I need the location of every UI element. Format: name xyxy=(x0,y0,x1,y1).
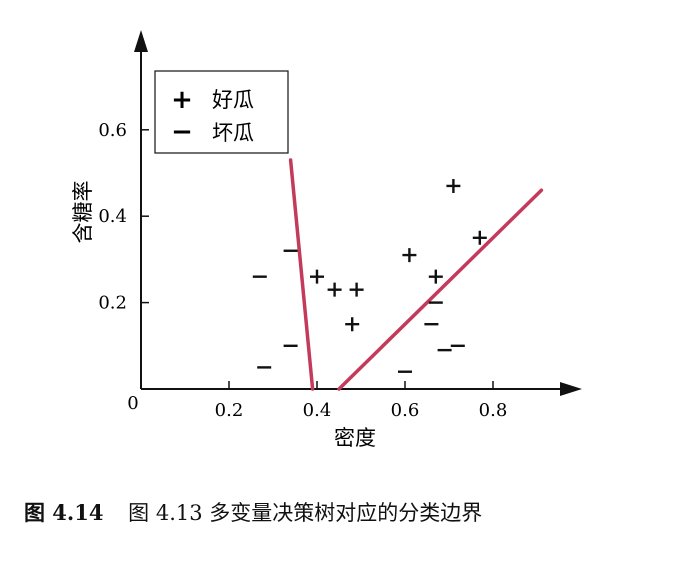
point-good xyxy=(349,282,364,297)
y-tick-label: 0.2 xyxy=(98,293,127,314)
axes: 0.2 0.4 0.6 0.8 0.2 0.4 0.6 0 密度 含糖率 xyxy=(71,30,582,450)
point-good xyxy=(310,269,324,284)
y-tick-label: 0.6 xyxy=(98,120,127,141)
figure-caption: 图 4.14 图 4.13 多变量决策树对应的分类边界 xyxy=(24,497,664,527)
point-good xyxy=(446,178,461,193)
data-points xyxy=(252,178,487,373)
x-tick-label: 0.6 xyxy=(391,400,420,421)
boundary-line-1 xyxy=(288,158,315,391)
point-good xyxy=(402,248,417,263)
legend-marker-minus: − xyxy=(171,117,193,147)
x-axis-label: 密度 xyxy=(334,426,376,450)
x-tick-label: 0.2 xyxy=(215,400,244,421)
boundary-lines xyxy=(288,158,544,391)
legend-marker-plus: + xyxy=(171,85,193,115)
legend-label-bad: 坏瓜 xyxy=(212,121,254,145)
x-tick-label: 0.8 xyxy=(479,400,508,421)
scatter-chart: 0.2 0.4 0.6 0.8 0.2 0.4 0.6 0 密度 含糖率 + 好瓜 − 坏瓜 xyxy=(71,30,582,450)
point-good xyxy=(428,269,443,284)
boundary-line-2 xyxy=(337,188,544,391)
origin-label: 0 xyxy=(127,393,138,414)
x-axis-arrow xyxy=(560,382,582,396)
point-good xyxy=(345,317,360,332)
x-tick-label: 0.4 xyxy=(303,400,332,421)
legend-box xyxy=(154,70,289,154)
y-axis-label: 含糖率 xyxy=(71,181,95,244)
y-tick-label: 0.4 xyxy=(98,206,127,227)
legend-label-good: 好瓜 xyxy=(212,88,254,112)
point-good xyxy=(472,230,487,245)
point-good xyxy=(327,282,342,297)
y-axis-arrow xyxy=(134,30,148,52)
figure-caption-text: 图 4.13 多变量决策树对应的分类边界 xyxy=(128,501,483,525)
figure-number: 图 4.14 xyxy=(24,500,104,525)
legend: + 好瓜 − 坏瓜 xyxy=(154,70,289,154)
